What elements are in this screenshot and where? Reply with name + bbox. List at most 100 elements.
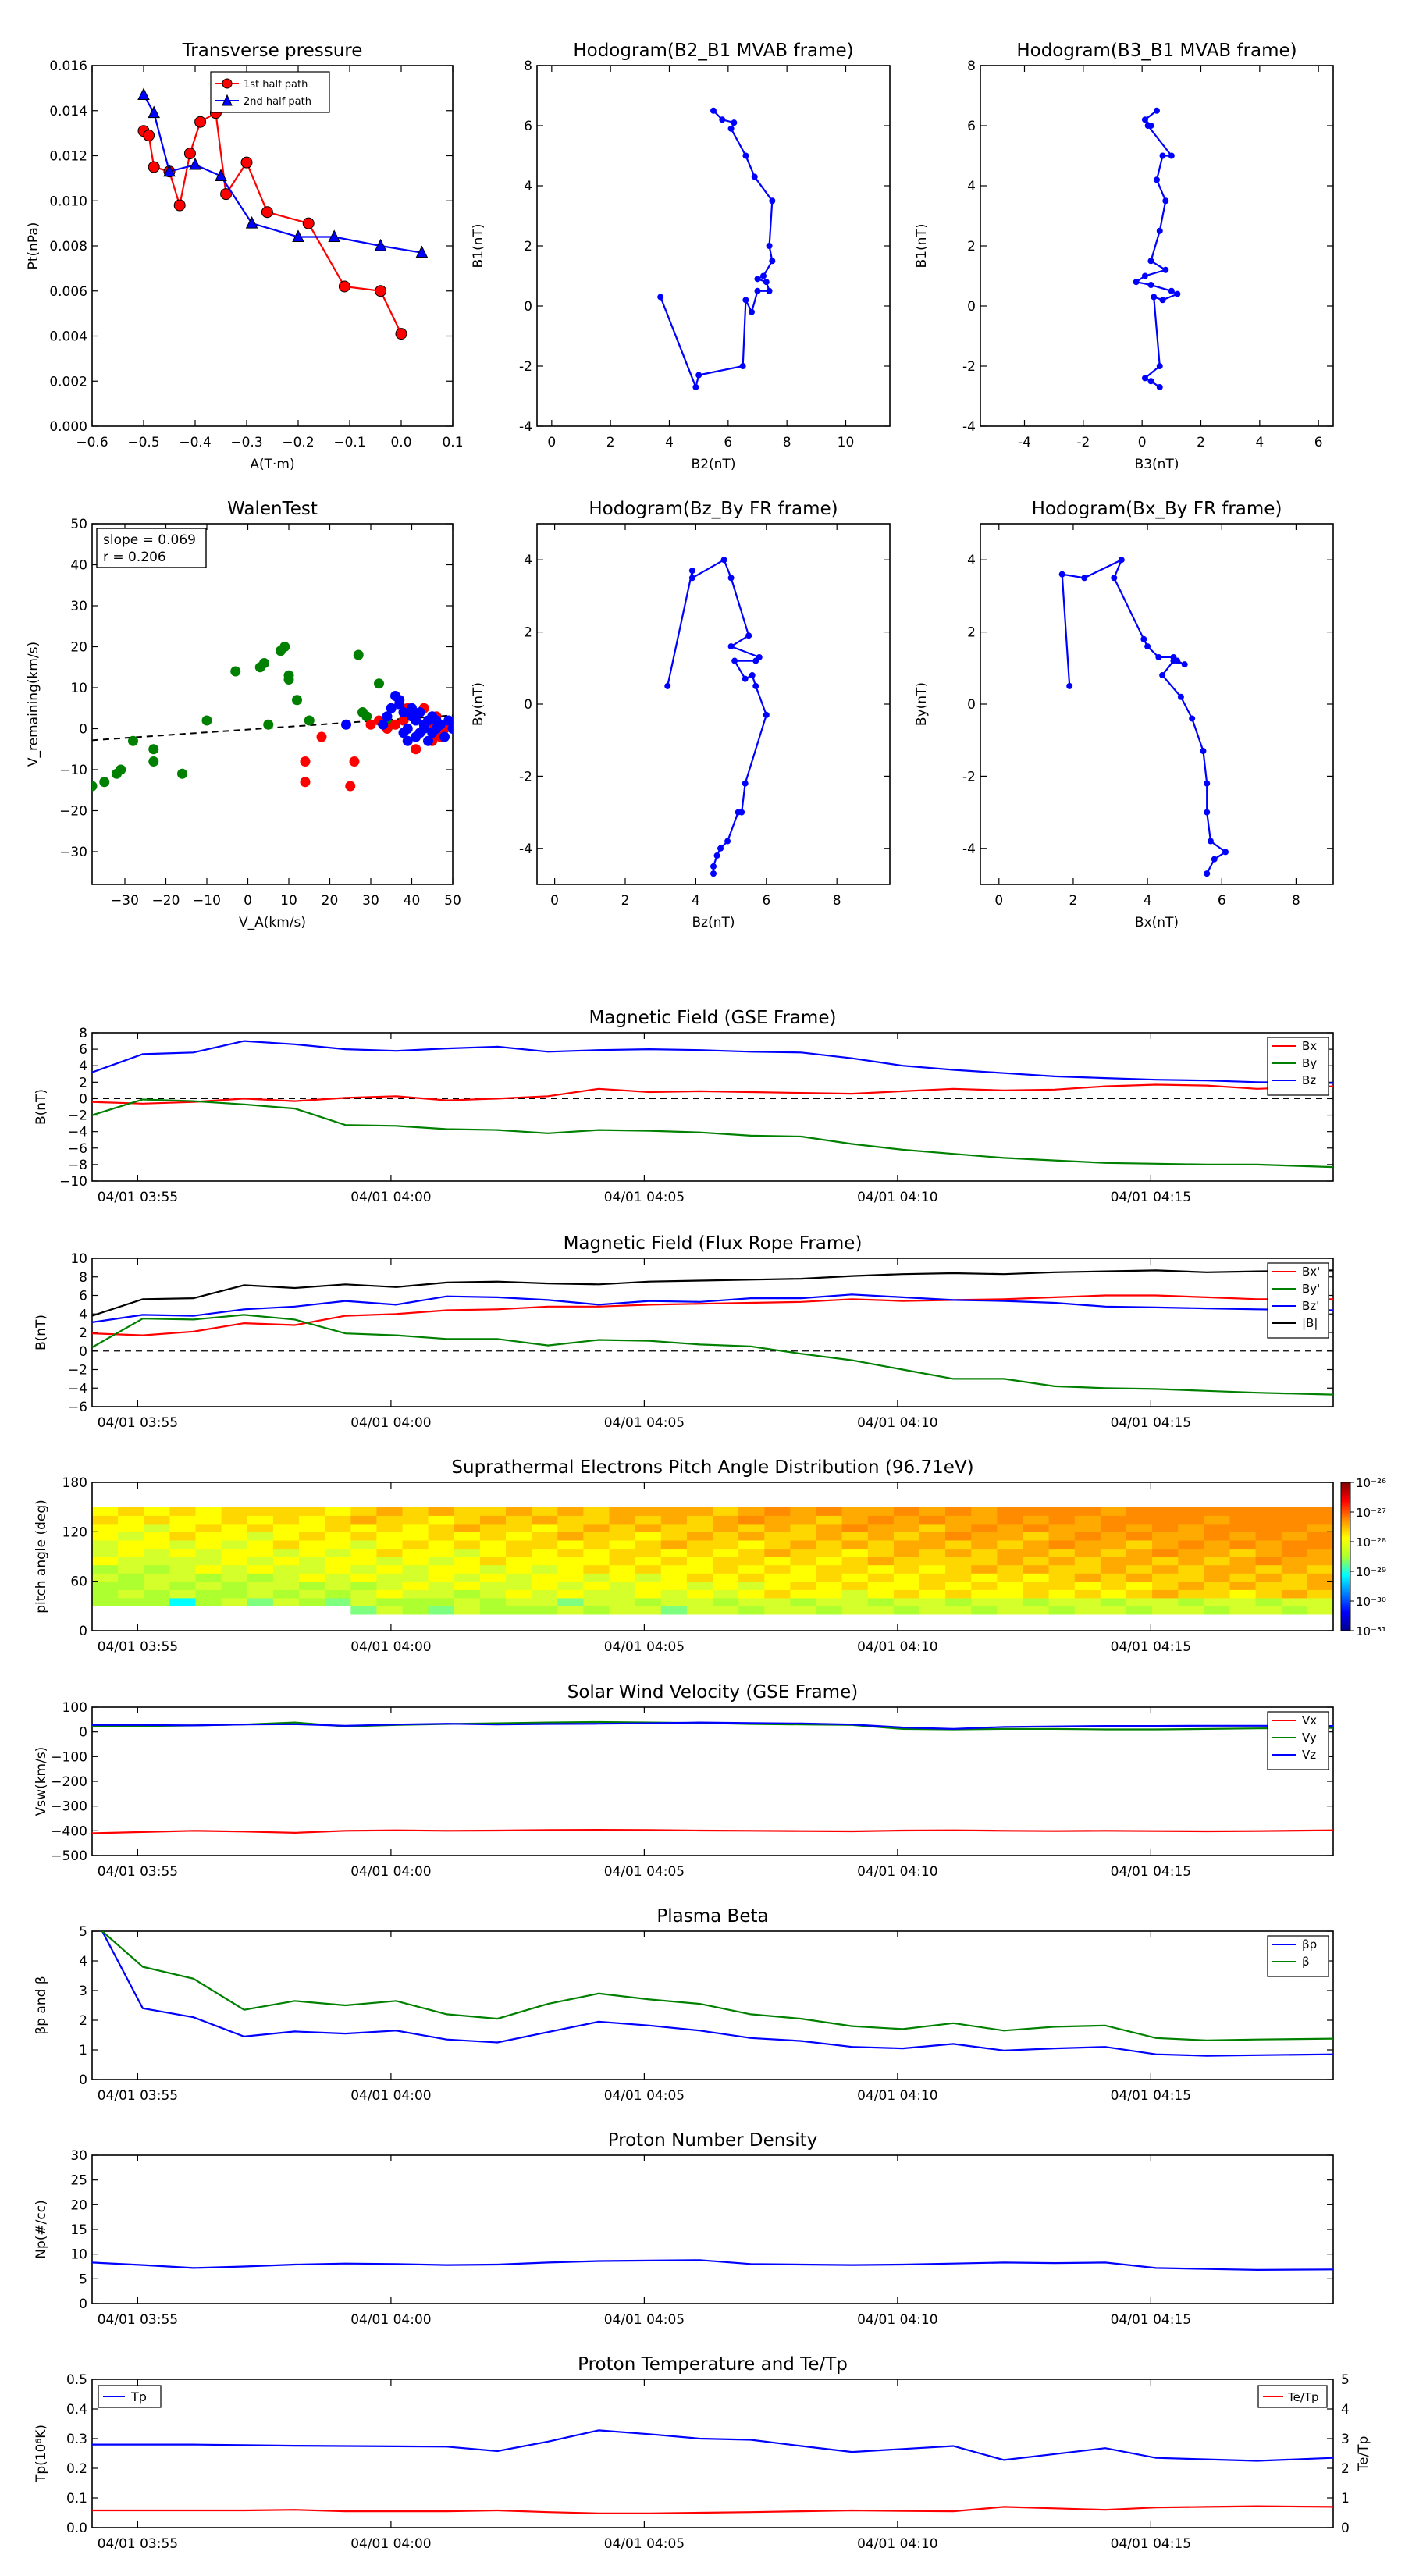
y-axis-label: B(nT) [34, 1089, 49, 1125]
heatmap-cell [1023, 1539, 1050, 1550]
data-point [1222, 849, 1229, 856]
chart-title: WalenTest [227, 499, 318, 519]
legend-label: Vy [1302, 1731, 1317, 1745]
x-tick-label: -4 [1018, 435, 1031, 450]
heatmap-cell [919, 1589, 946, 1599]
heatmap-cell [660, 1532, 688, 1541]
heatmap-cell [169, 1515, 197, 1525]
heatmap-cell [1281, 1589, 1308, 1599]
data-point-blue [402, 724, 413, 734]
heatmap-cell [1307, 1581, 1334, 1590]
heatmap-cell [1152, 1507, 1179, 1516]
data-point-red [300, 777, 311, 788]
time-tick-label: 04/01 04:05 [604, 2312, 685, 2328]
heatmap-cell [738, 1548, 765, 1557]
time-tick-label: 04/01 04:10 [857, 1864, 937, 1880]
heatmap-cell [1126, 1539, 1153, 1550]
heatmap-cell [221, 1597, 248, 1606]
heatmap-cell [325, 1523, 351, 1532]
heatmap-cell [945, 1573, 972, 1582]
heatmap-cell [1178, 1548, 1204, 1557]
y-axis-label: B1(nT) [471, 224, 486, 269]
heatmap-cell [428, 1507, 455, 1516]
heatmap-cell [92, 1507, 119, 1516]
heatmap-cell [1126, 1573, 1153, 1582]
heatmap-cell [1100, 1597, 1127, 1606]
heatmap-cell [686, 1507, 713, 1516]
heatmap-cell [790, 1532, 817, 1541]
time-tick-label: 04/01 04:15 [1111, 1415, 1191, 1431]
y-tick-label: 8 [524, 59, 532, 74]
heatmap-cell [1281, 1606, 1308, 1615]
heatmap-cell [92, 1589, 119, 1599]
heatmap-cell [325, 1597, 351, 1606]
heatmap-cell [816, 1532, 843, 1541]
y-tick-label: 4 [967, 553, 976, 568]
y-tick-label: 100 [62, 1700, 87, 1716]
heatmap-cell [738, 1581, 765, 1590]
chart-title: Hodogram(Bz_By FR frame) [589, 499, 838, 519]
heatmap-cell [893, 1548, 920, 1557]
heatmap-cell [169, 1564, 197, 1574]
heatmap-cell [1048, 1515, 1076, 1525]
heatmap-cell [557, 1573, 584, 1582]
data-point [1204, 809, 1211, 816]
y-tick-label: −6 [68, 1400, 87, 1415]
heatmap-cell [532, 1532, 558, 1541]
data-point [1058, 571, 1065, 578]
data-point [751, 173, 758, 180]
heatmap-cell [867, 1548, 895, 1557]
heatmap-cell [195, 1523, 222, 1532]
heatmap-cell [919, 1606, 946, 1615]
y-tick-label: 4 [524, 553, 532, 568]
heatmap-cell [144, 1507, 170, 1516]
heatmap-cell [919, 1507, 946, 1516]
heatmap-cell [609, 1589, 636, 1599]
y-tick-label: 8 [967, 59, 976, 74]
heatmap-cell [402, 1548, 429, 1557]
heatmap-cell [1152, 1589, 1179, 1599]
heatmap-cell [1074, 1539, 1101, 1550]
heatmap-cell [660, 1515, 688, 1525]
x-tick-label: 2 [606, 435, 615, 450]
data-point [1162, 266, 1169, 273]
heatmap-cell [919, 1548, 946, 1557]
heatmap-cell [893, 1597, 920, 1606]
x-tick-label: 30 [362, 893, 379, 909]
heatmap-cell [247, 1581, 274, 1590]
data-point [727, 125, 735, 132]
heatmap-cell [738, 1539, 765, 1550]
heatmap-cell [479, 1515, 507, 1525]
y-tick-label: −30 [59, 845, 87, 860]
heatmap-cell [1229, 1581, 1257, 1590]
heatmap-cell [583, 1606, 610, 1615]
data-point [1147, 258, 1154, 265]
x-tick-label: 10 [838, 435, 855, 450]
y-tick-label: 6 [79, 1042, 87, 1058]
time-tick-label: 04/01 04:05 [604, 1415, 685, 1431]
annotation-slope: slope = 0.069 [103, 532, 196, 548]
heatmap-cell [1255, 1573, 1282, 1582]
heatmap-cell [325, 1589, 351, 1599]
heatmap-cell [557, 1532, 584, 1541]
y-tick-label: 120 [62, 1525, 87, 1540]
y-tick-label: 20 [70, 2197, 87, 2213]
heatmap-cell [169, 1597, 197, 1606]
heatmap-cell [971, 1548, 998, 1557]
heatmap-cell [738, 1515, 765, 1525]
fit-line [92, 714, 453, 742]
data-point [742, 297, 749, 304]
y-axis-label: B1(nT) [914, 224, 930, 269]
heatmap-cell [325, 1581, 351, 1590]
y-axis-label: Pt(nPa) [26, 222, 41, 270]
x-tick-label: 4 [1255, 435, 1264, 450]
series-line-1 [92, 2505, 1333, 2514]
y-tick-label: 0.3 [66, 2432, 87, 2447]
data-point-red [398, 715, 409, 726]
heatmap-cell [272, 1507, 300, 1516]
series-line-0 [92, 2429, 1333, 2462]
heatmap-cell [997, 1597, 1024, 1606]
heatmap-cell [790, 1557, 817, 1566]
heatmap-cell [971, 1515, 998, 1525]
heatmap-cell [1307, 1606, 1334, 1615]
